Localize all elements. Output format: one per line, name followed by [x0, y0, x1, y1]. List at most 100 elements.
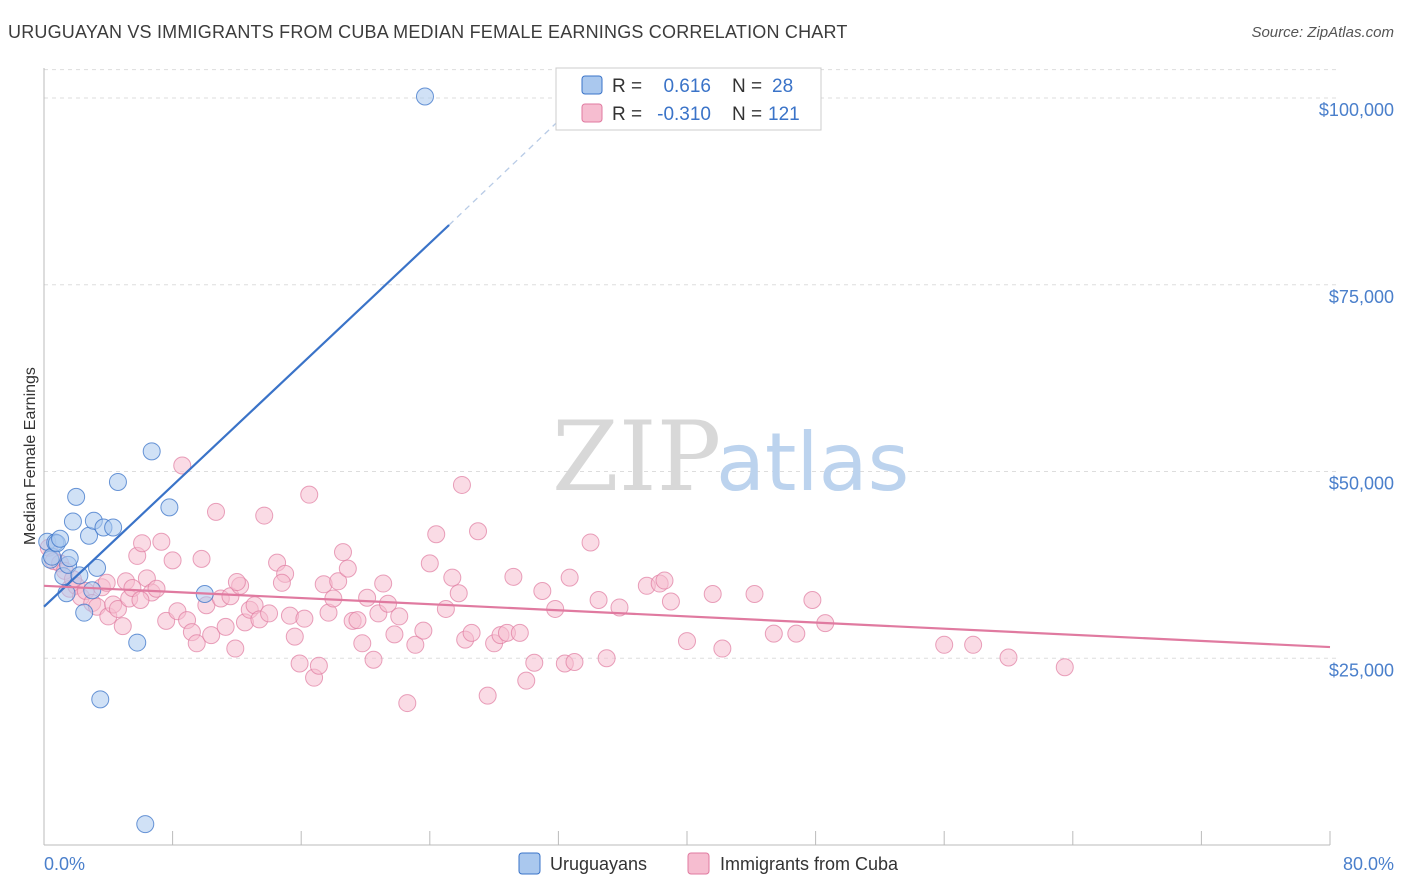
- watermark: ZIP atlas: [552, 401, 909, 513]
- cuba-point-19: [133, 534, 152, 553]
- cuba-point-104: [703, 585, 722, 604]
- cuba-point-112: [964, 635, 983, 654]
- uruguayan-point-18: [91, 690, 110, 709]
- chart-title: URUGUAYAN VS IMMIGRANTS FROM CUBA MEDIAN…: [8, 22, 848, 42]
- x-tick-label-min: 0.0%: [44, 854, 85, 874]
- cuba-point-71: [398, 694, 417, 713]
- cuba-point-120: [272, 573, 291, 592]
- y-tick-label-2: $75,000: [1329, 287, 1394, 307]
- cuba-point-98: [610, 598, 629, 617]
- cuba-point-102: [661, 592, 680, 611]
- cuba-point-73: [414, 621, 433, 640]
- cuba-point-77: [443, 568, 462, 587]
- cuba-point-117: [131, 590, 150, 609]
- cuba-point-96: [589, 590, 608, 609]
- cuba-point-108: [787, 624, 806, 643]
- uruguayan-point-23: [136, 815, 155, 834]
- cuba-point-69: [385, 625, 404, 644]
- series-legend: Uruguayans Immigrants from Cuba: [518, 852, 899, 875]
- cuba-point-87: [510, 623, 529, 642]
- cuba-point-54: [309, 656, 328, 675]
- cuba-point-89: [525, 653, 544, 672]
- y-tick-label-3: $100,000: [1319, 100, 1394, 120]
- cuba-point-63: [353, 634, 372, 653]
- legend-r-value-2: -0.310: [657, 104, 711, 125]
- cuba-point-34: [207, 502, 226, 521]
- cuba-point-62: [348, 611, 367, 630]
- legend-r-label-1: R =: [612, 76, 642, 97]
- x-ticks: [43, 831, 1331, 845]
- cuba-point-55: [314, 575, 333, 594]
- cuba-point-64: [358, 588, 377, 607]
- cuba-point-59: [333, 543, 352, 562]
- cuba-point-70: [390, 607, 409, 626]
- y-tick-labels: $25,000 $50,000 $75,000 $100,000: [1319, 100, 1394, 680]
- cuba-point-75: [427, 525, 446, 544]
- cuba-point-105: [713, 639, 732, 658]
- watermark-zip: ZIP: [552, 401, 721, 513]
- series-legend-label-uruguayans: Uruguayans: [550, 854, 647, 874]
- uruguayan-point-12: [70, 566, 89, 585]
- uruguayan-point-20: [104, 518, 123, 537]
- source-label: Source: ZipAtlas.com: [1251, 24, 1394, 41]
- cuba-point-60: [338, 559, 357, 578]
- series-legend-swatch-uruguayans: [518, 852, 541, 875]
- uruguayan-point-17: [88, 558, 107, 577]
- legend-n-label-2: N =: [732, 104, 762, 125]
- cuba-point-52: [300, 485, 319, 504]
- uruguayan-point-27: [415, 87, 434, 106]
- trend-uruguayans-extension: [448, 97, 583, 226]
- uruguayan-point-22: [128, 633, 147, 652]
- cuba-point-27: [173, 456, 192, 475]
- cuba-point-58: [329, 572, 348, 591]
- cuba-point-14: [113, 617, 132, 636]
- watermark-atlas: atlas: [716, 416, 909, 509]
- cuba-point-72: [406, 635, 425, 654]
- cuba-point-81: [469, 522, 488, 541]
- y-tick-label-0: $25,000: [1329, 660, 1394, 680]
- gridlines: [44, 69, 1336, 659]
- uruguayan-point-24: [142, 442, 161, 461]
- cuba-point-48: [280, 606, 299, 625]
- cuba-point-30: [187, 634, 206, 653]
- legend-n-value-2: 121: [768, 104, 800, 125]
- cuba-point-88: [517, 671, 536, 690]
- series-legend-label-cuba: Immigrants from Cuba: [720, 854, 899, 874]
- cuba-point-95: [581, 533, 600, 552]
- cuba-point-80: [462, 623, 481, 642]
- y-tick-label-1: $50,000: [1329, 474, 1394, 494]
- cuba-point-13: [108, 599, 127, 618]
- cuba-point-111: [935, 635, 954, 654]
- cuba-point-45: [260, 604, 279, 623]
- cuba-point-67: [374, 574, 393, 593]
- cuba-point-22: [147, 579, 166, 598]
- uruguayan-point-13: [75, 603, 94, 622]
- cuba-point-93: [560, 568, 579, 587]
- cuba-point-118: [227, 573, 246, 592]
- cuba-point-109: [803, 590, 822, 609]
- legend-n-label-1: N =: [732, 76, 762, 97]
- trend-cuba: [43, 584, 1331, 649]
- x-tick-label-max: 80.0%: [1343, 854, 1394, 874]
- cuba-point-106: [745, 585, 764, 604]
- legend-swatch-cuba: [581, 103, 603, 123]
- cuba-point-86: [504, 567, 523, 586]
- uruguayan-point-11: [67, 487, 86, 506]
- cuba-point-33: [202, 626, 221, 645]
- cuba-point-103: [678, 632, 696, 651]
- cuba-point-49: [285, 627, 304, 646]
- cuba-point-31: [192, 549, 211, 568]
- trend-uruguayans: [43, 224, 450, 608]
- cuba-point-51: [295, 609, 314, 628]
- cuba-point-114: [1055, 658, 1074, 677]
- cuba-point-101: [655, 571, 674, 590]
- cuba-point-113: [999, 648, 1018, 667]
- series-legend-swatch-cuba: [687, 852, 710, 875]
- uruguayan-point-15: [83, 581, 102, 600]
- cuba-point-23: [152, 532, 171, 551]
- cuba-point-78: [449, 584, 468, 603]
- cuba-point-38: [226, 639, 245, 658]
- cuba-point-50: [290, 654, 309, 673]
- stats-legend: R = 0.616 N = 28 R = -0.310 N = 121: [555, 67, 822, 131]
- cuba-point-74: [420, 554, 439, 573]
